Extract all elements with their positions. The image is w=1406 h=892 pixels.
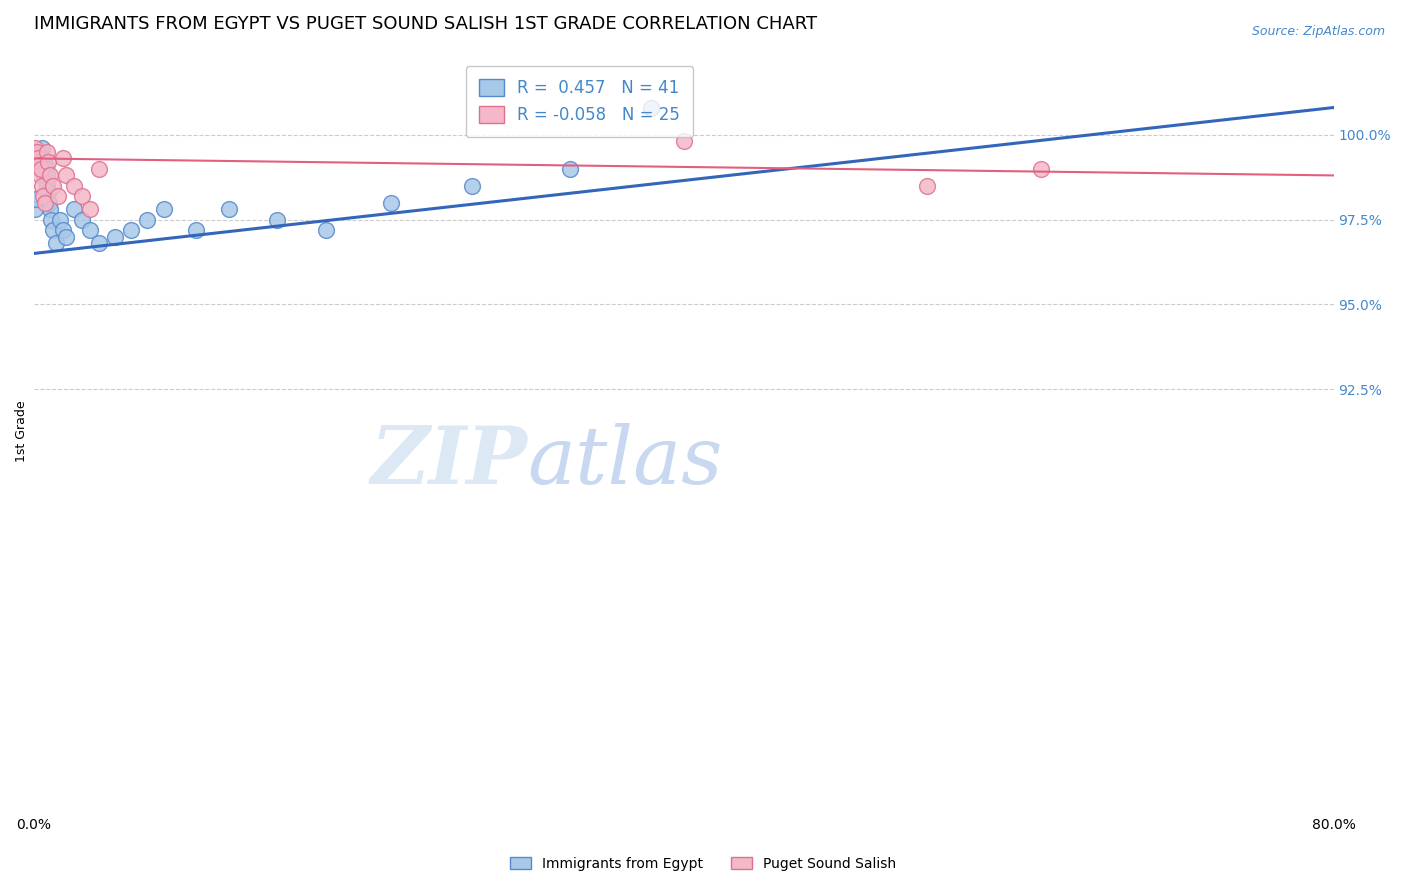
Point	[25, 192, 48, 206]
Point	[25, 145, 48, 159]
Point	[87, 236, 110, 251]
Point	[27, 154, 49, 169]
Point	[79, 223, 101, 237]
Point	[31, 178, 53, 193]
Point	[63, 202, 86, 217]
Text: Source: ZipAtlas.com: Source: ZipAtlas.com	[1251, 25, 1385, 38]
Point	[266, 212, 288, 227]
Point	[79, 202, 101, 217]
Point	[52, 223, 75, 237]
Point	[27, 152, 49, 166]
Point	[28, 158, 51, 172]
Point	[28, 154, 51, 169]
Point	[104, 229, 127, 244]
Point	[315, 223, 337, 237]
Point	[24, 202, 46, 217]
Point	[72, 212, 94, 227]
Point	[55, 169, 77, 183]
Point	[30, 161, 52, 176]
Text: IMMIGRANTS FROM EGYPT VS PUGET SOUND SALISH 1ST GRADE CORRELATION CHART: IMMIGRANTS FROM EGYPT VS PUGET SOUND SAL…	[34, 15, 817, 33]
Point	[42, 178, 65, 193]
Point	[672, 135, 695, 149]
Point	[24, 141, 46, 155]
Point	[34, 158, 56, 172]
Point	[42, 223, 65, 237]
Point	[37, 178, 59, 193]
Point	[218, 202, 240, 217]
Point	[72, 188, 94, 202]
Point	[38, 195, 60, 210]
Point	[38, 202, 60, 217]
Point	[31, 141, 53, 155]
Point	[1029, 161, 1052, 176]
Point	[28, 145, 51, 159]
Point	[35, 161, 58, 176]
Legend: Immigrants from Egypt, Puget Sound Salish: Immigrants from Egypt, Puget Sound Salis…	[505, 851, 901, 876]
Point	[32, 188, 55, 202]
Point	[27, 152, 49, 166]
Point	[34, 195, 56, 210]
Point	[184, 223, 207, 237]
Point	[37, 154, 59, 169]
Point	[27, 148, 49, 162]
Point	[48, 212, 70, 227]
Point	[30, 148, 52, 162]
Point	[35, 145, 58, 159]
Point	[32, 161, 55, 176]
Point	[461, 178, 484, 193]
Text: ZIP: ZIP	[371, 424, 527, 501]
Point	[380, 195, 402, 210]
Legend: R =  0.457   N = 41, R = -0.058   N = 25: R = 0.457 N = 41, R = -0.058 N = 25	[465, 66, 693, 137]
Point	[41, 212, 63, 227]
Point	[136, 212, 159, 227]
Y-axis label: 1st Grade: 1st Grade	[15, 401, 28, 462]
Point	[25, 145, 48, 159]
Point	[55, 229, 77, 244]
Point	[25, 148, 48, 162]
Text: atlas: atlas	[527, 424, 723, 501]
Point	[46, 188, 69, 202]
Point	[558, 161, 581, 176]
Point	[28, 169, 51, 183]
Point	[63, 178, 86, 193]
Point	[152, 202, 174, 217]
Point	[52, 152, 75, 166]
Point	[37, 186, 59, 200]
Point	[917, 178, 939, 193]
Point	[45, 236, 67, 251]
Point	[32, 169, 55, 183]
Point	[35, 169, 58, 183]
Point	[640, 101, 662, 115]
Point	[31, 152, 53, 166]
Point	[120, 223, 142, 237]
Point	[38, 169, 60, 183]
Point	[87, 161, 110, 176]
